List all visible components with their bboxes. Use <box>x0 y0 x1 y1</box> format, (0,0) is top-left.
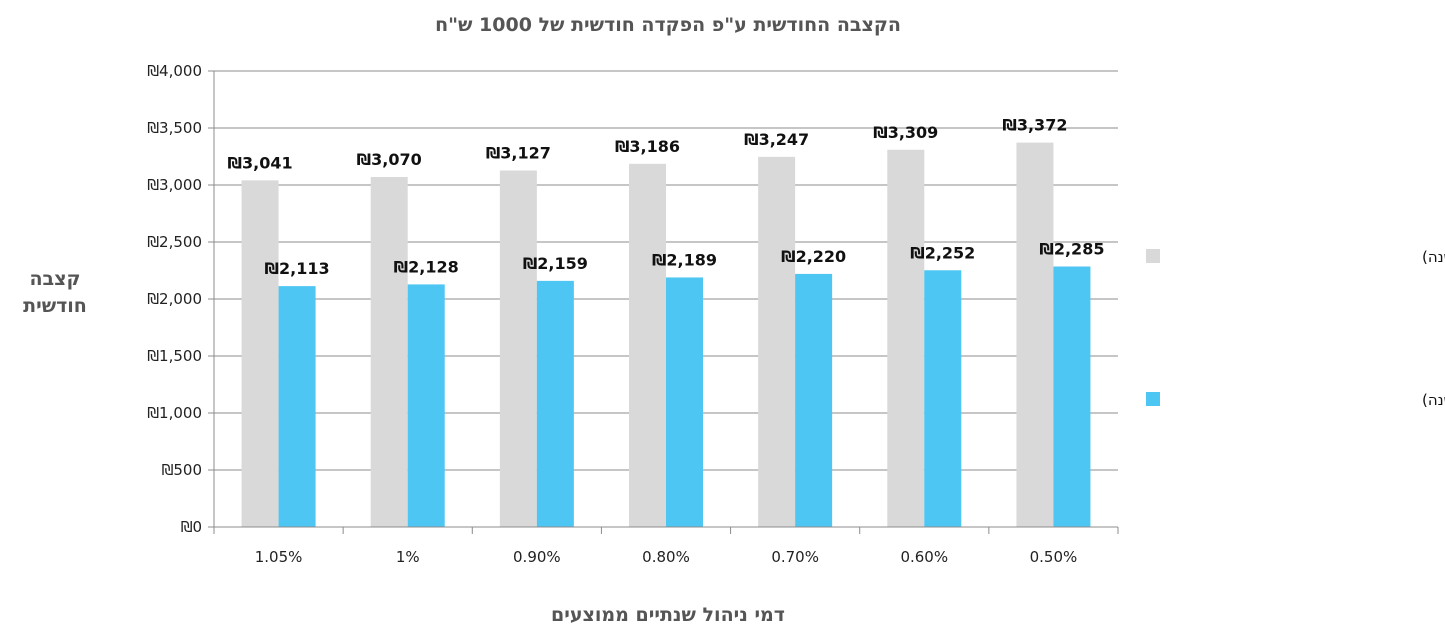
y-axis-title-line-1: קצבה <box>29 268 80 290</box>
x-axis-title: דמי ניהול שנתיים ממוצעים <box>551 604 785 626</box>
x-axis-ticks: 1.05% 1% 0.90% 0.80% 0.70% 0.60% 0.50% <box>255 548 1078 566</box>
data-label: ₪3,247 <box>744 130 809 149</box>
legend-swatch-series-1 <box>1146 249 1160 263</box>
x-axis <box>213 526 1119 534</box>
bar-series-2 <box>1053 266 1091 527</box>
bar-series-1 <box>629 163 666 527</box>
x-tick-label: 0.70% <box>771 548 819 566</box>
data-labels: ₪3,041 ₪3,070 ₪3,127 ₪3,186 ₪3,247 ₪3,309 ₪3,3… <box>228 116 1105 279</box>
data-label: ₪3,070 <box>357 150 422 169</box>
data-label: ₪3,186 <box>615 137 680 156</box>
y-tick-label: ₪1,500 <box>147 347 202 365</box>
y-tick-label: ₪4,000 <box>147 62 202 80</box>
data-label: ₪2,113 <box>265 259 330 278</box>
data-label: ₪2,285 <box>1039 240 1104 259</box>
legend-label-series-2: סה"כ חסכון עד גיל 60 (25 שנה) <box>1422 391 1445 409</box>
y-axis-ticks: ₪0 ₪500 ₪1,000 ₪1,500 ₪2,000 ₪2,500 ₪3,000 ₪3,5… <box>147 62 202 536</box>
bar-series-2 <box>536 280 574 527</box>
legend-swatch-series-2 <box>1146 392 1160 406</box>
y-tick-label: ₪500 <box>162 461 202 479</box>
x-tick-label: 0.60% <box>900 548 948 566</box>
y-axis-title-line-2: חודשית <box>23 295 87 317</box>
bar-series-2 <box>666 277 703 527</box>
data-label: ₪2,252 <box>910 243 975 262</box>
x-tick-label: 1.05% <box>255 548 303 566</box>
chart-title: הקצבה החודשית ע"פ הפקדה חודשית של 1000 ש… <box>435 14 901 36</box>
y-tick-label: ₪1,000 <box>147 404 202 422</box>
y-tick-label: ₪3,500 <box>147 119 202 137</box>
y-tick-label: ₪0 <box>181 518 202 536</box>
bars <box>241 142 1091 528</box>
data-label: ₪3,041 <box>228 153 293 172</box>
data-label: ₪2,189 <box>652 250 717 269</box>
bar-series-1 <box>499 170 537 527</box>
bar-series-2 <box>924 270 962 527</box>
bar-series-2 <box>278 286 316 527</box>
bar-series-1 <box>241 180 279 528</box>
bar-series-1 <box>370 177 408 527</box>
x-tick-label: 0.80% <box>642 548 690 566</box>
data-label: ₪2,128 <box>394 257 459 276</box>
data-label: ₪2,220 <box>781 247 846 266</box>
y-tick-label: ₪3,000 <box>147 176 202 194</box>
bar-series-1 <box>1016 142 1054 528</box>
bar-series-2 <box>795 273 833 527</box>
bar-series-1 <box>887 149 925 528</box>
data-label: ₪3,309 <box>873 123 938 142</box>
data-label: ₪3,372 <box>1002 116 1067 135</box>
bar-series-1 <box>758 156 796 528</box>
legend-label-series-1: סה"כ חסכון עד גיל 67 (32 שנה) <box>1422 248 1445 266</box>
data-label: ₪3,127 <box>486 144 551 163</box>
x-tick-label: 0.50% <box>1030 548 1078 566</box>
data-label: ₪2,159 <box>523 254 588 273</box>
y-tick-label: ₪2,500 <box>147 233 202 251</box>
y-tick-label: ₪2,000 <box>147 290 202 308</box>
bar-series-2 <box>407 284 445 527</box>
x-tick-label: 0.90% <box>513 548 561 566</box>
x-tick-label: 1% <box>396 548 420 566</box>
legend: סה"כ חסכון עד גיל 67 (32 שנה) סה"כ חסכון … <box>1146 248 1445 409</box>
